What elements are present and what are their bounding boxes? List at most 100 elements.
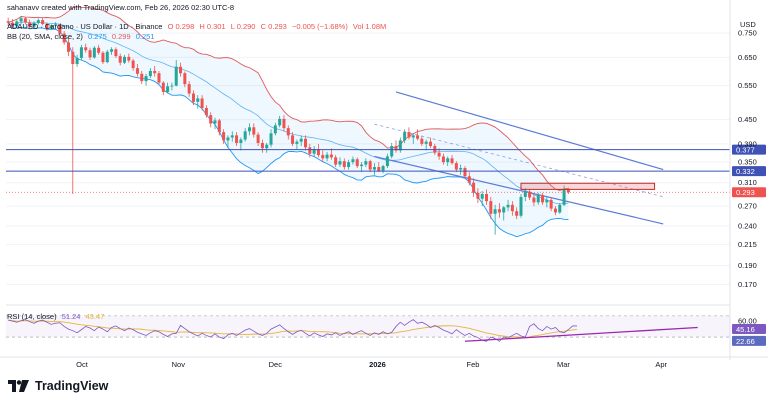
candle: [424, 139, 428, 151]
candle-body: [536, 195, 540, 203]
candle-body: [269, 133, 273, 145]
candle: [265, 142, 269, 153]
candle-body: [338, 161, 342, 165]
candle-body: [58, 24, 62, 34]
candle-body: [200, 98, 204, 109]
candle-body: [472, 182, 476, 193]
candle-body: [110, 49, 114, 52]
candle: [131, 58, 135, 71]
candle: [545, 196, 549, 208]
candle: [32, 21, 36, 29]
candle: [260, 139, 264, 153]
candle: [54, 22, 58, 27]
candle: [347, 159, 351, 170]
level-badge-label: 0.332: [736, 167, 755, 176]
candle-body: [450, 158, 454, 164]
candle: [316, 143, 320, 158]
candle: [239, 137, 243, 151]
candle-body: [368, 161, 372, 170]
candle: [58, 23, 62, 36]
rsi-badge: [732, 324, 766, 335]
candle-body: [390, 146, 394, 157]
candle-body: [463, 168, 467, 177]
candle: [463, 166, 467, 179]
candle-body: [566, 189, 570, 193]
tradingview-logo[interactable]: TradingView: [8, 379, 108, 393]
bollinger-bands: [7, 6, 569, 238]
candle: [497, 202, 501, 218]
bb-basis-value: 0.275: [87, 32, 107, 41]
symbol-line: ADAUSD · Cardano · US Dollar · 1D · Bina…: [7, 22, 163, 31]
candle-body: [545, 199, 549, 203]
candle: [377, 162, 381, 173]
candle-body: [398, 140, 402, 151]
rsi-trendline: [464, 326, 698, 342]
candle: [295, 139, 299, 150]
candle: [476, 188, 480, 203]
candle-body: [101, 52, 105, 63]
horizontal-levels: 0.377 0.332 0.293: [6, 144, 766, 198]
candle-body: [230, 135, 234, 138]
candle: [23, 17, 27, 25]
candle: [278, 115, 282, 128]
candle-body: [351, 159, 355, 163]
candle-body: [360, 164, 364, 167]
candle: [342, 158, 346, 170]
candle-body: [187, 84, 191, 94]
rsi-badge: [732, 335, 766, 346]
candle: [407, 127, 411, 140]
candle: [403, 129, 407, 143]
candle-body: [179, 66, 183, 74]
candle: [114, 47, 118, 58]
candle-body: [260, 142, 264, 149]
candle: [45, 22, 49, 31]
candle-body: [510, 204, 514, 212]
candle: [62, 30, 66, 45]
candle: [355, 157, 359, 169]
candle: [536, 192, 540, 205]
candle: [101, 51, 105, 65]
candle: [416, 129, 420, 141]
candle-body: [66, 42, 70, 52]
candle-body: [213, 120, 217, 124]
currency-label: USD: [740, 20, 756, 29]
candle-body: [75, 57, 79, 65]
candle-body: [519, 196, 523, 216]
candle: [49, 24, 53, 30]
candle-body: [135, 68, 139, 74]
candle: [549, 197, 553, 212]
last-price-badge: [732, 187, 766, 198]
candle-body: [32, 22, 36, 27]
candle-body: [127, 56, 131, 61]
candle-body: [515, 211, 519, 216]
candle: [110, 47, 114, 55]
candle-body: [541, 195, 545, 203]
price-tick-label: 0.190: [738, 261, 757, 270]
bb-legend: BB (20, SMA, close, 2) 0.275 0.299 0.251: [7, 32, 158, 41]
candle-body: [252, 127, 256, 135]
candle-body: [114, 49, 118, 57]
candle: [286, 125, 290, 140]
candle-body: [523, 191, 527, 197]
candle-body: [97, 47, 101, 53]
candle-body: [123, 56, 127, 63]
candle: [19, 16, 23, 25]
candle-body: [235, 135, 239, 143]
candle: [351, 156, 355, 165]
candle: [411, 133, 415, 144]
candle-body: [558, 204, 562, 213]
price-axis: 0.750 0.650 0.550 0.450 0.390 0.350 0.310 0.270…: [729, 0, 757, 360]
candle: [558, 202, 562, 214]
rsi-badge-label: 22.66: [736, 337, 755, 346]
level-badge-label: 0.377: [736, 146, 755, 155]
candle: [144, 73, 148, 86]
candle-body: [553, 208, 557, 213]
candle-body: [174, 66, 178, 86]
candle-body: [282, 118, 286, 129]
candle-body: [485, 193, 489, 202]
channel-lower-line: [374, 155, 664, 225]
candle: [97, 44, 101, 55]
candle-body: [45, 23, 49, 29]
candle-body: [278, 118, 282, 126]
